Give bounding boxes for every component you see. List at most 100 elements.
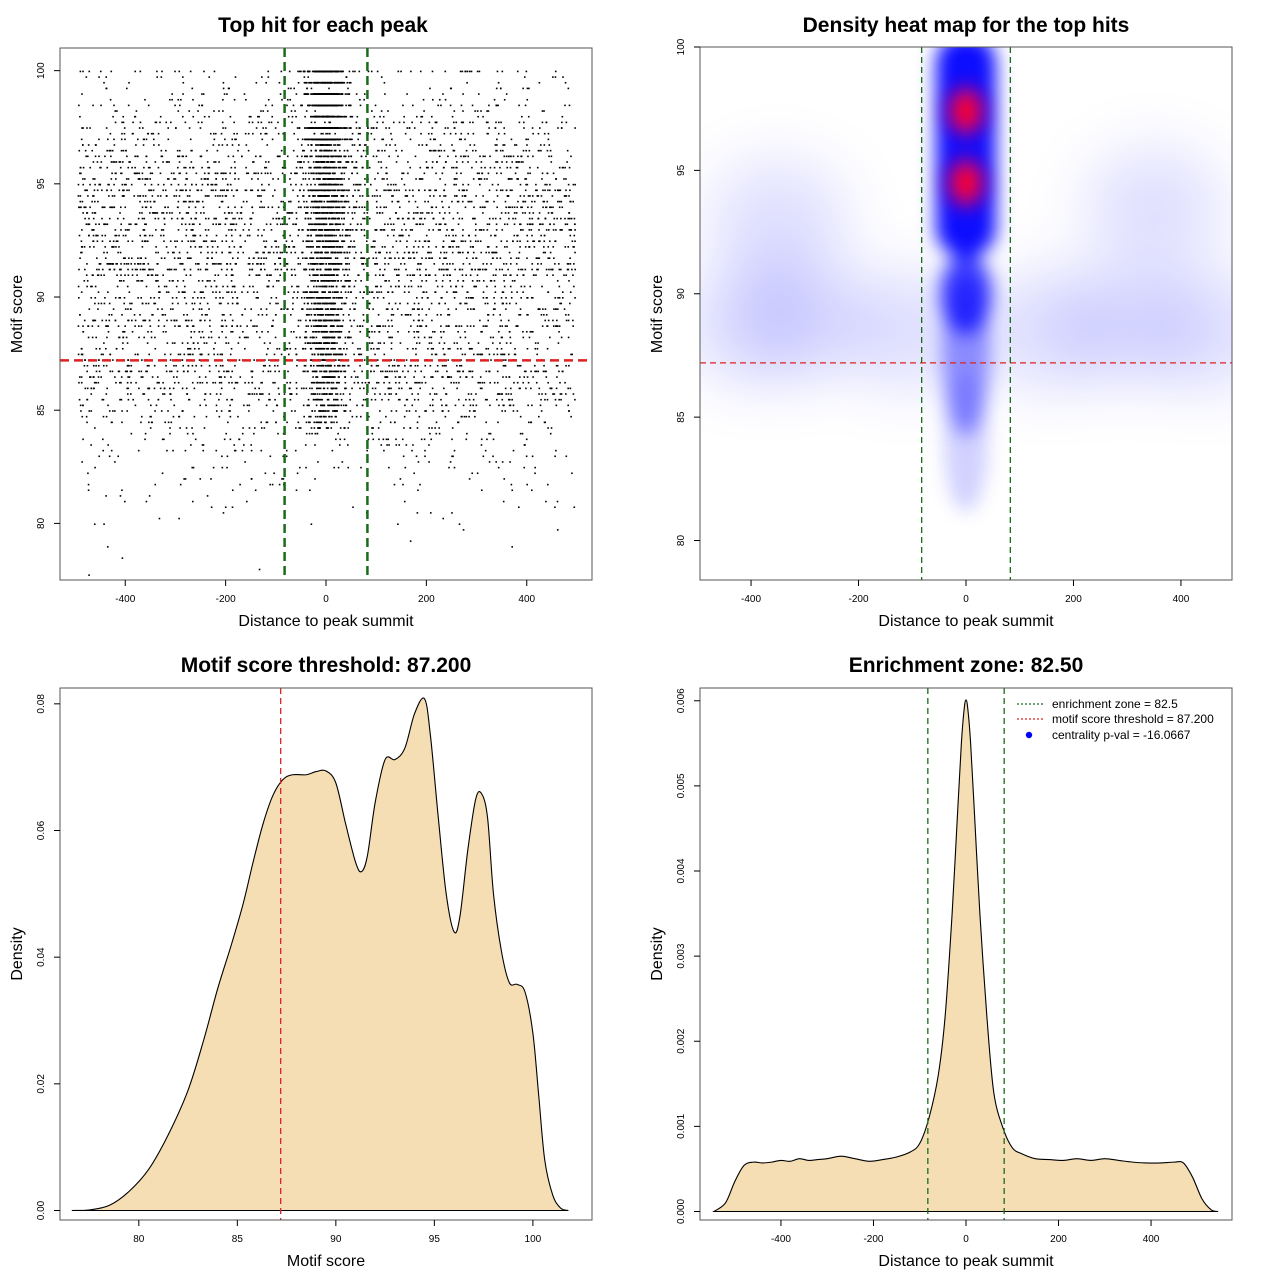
scatter-point bbox=[184, 121, 187, 124]
scatter-point bbox=[467, 393, 470, 395]
scatter-point bbox=[268, 398, 270, 401]
scatter-point bbox=[390, 410, 393, 412]
scatter-point bbox=[353, 381, 356, 384]
scatter-point bbox=[391, 195, 393, 197]
scatter-point bbox=[185, 155, 188, 158]
scatter-point bbox=[236, 297, 239, 299]
scatter-point bbox=[472, 404, 474, 407]
scatter-point bbox=[550, 161, 553, 163]
scatter-point bbox=[390, 189, 392, 192]
scatter-point bbox=[106, 336, 108, 339]
scatter-point bbox=[452, 166, 455, 169]
scatter-point bbox=[309, 336, 312, 339]
scatter-point bbox=[168, 280, 171, 282]
scatter-point bbox=[393, 370, 396, 373]
scatter-point bbox=[182, 200, 185, 203]
scatter-point bbox=[106, 263, 108, 265]
scatter-point bbox=[440, 268, 443, 271]
scatter-point bbox=[421, 115, 424, 118]
scatter-point bbox=[266, 144, 269, 146]
scatter-point bbox=[112, 359, 114, 361]
scatter-point bbox=[478, 183, 481, 186]
scatter-point bbox=[334, 251, 337, 254]
scatter-point bbox=[207, 178, 209, 180]
scatter-point bbox=[372, 240, 375, 243]
scatter-point bbox=[475, 393, 477, 395]
scatter-point bbox=[537, 263, 539, 265]
scatter-point bbox=[398, 444, 401, 446]
scatter-point bbox=[535, 257, 538, 260]
scatter-point bbox=[556, 200, 559, 203]
scatter-point bbox=[229, 251, 232, 254]
scatter-point bbox=[443, 353, 445, 356]
scatter-point bbox=[272, 410, 275, 412]
scatter-point bbox=[327, 132, 329, 135]
scatter-point bbox=[156, 212, 159, 214]
scatter-point bbox=[448, 466, 450, 469]
scatter-point bbox=[380, 110, 383, 112]
scatter-point bbox=[546, 149, 549, 152]
scatter-point bbox=[272, 178, 274, 180]
scatter-point bbox=[543, 200, 546, 203]
scatter-point bbox=[239, 325, 242, 327]
scatter-point bbox=[462, 529, 465, 531]
scatter-point bbox=[424, 217, 426, 220]
scatter-point bbox=[215, 263, 217, 265]
scatter-point bbox=[265, 240, 268, 243]
scatter-point bbox=[473, 144, 476, 146]
scatter-point bbox=[168, 212, 171, 214]
scatter-point bbox=[310, 87, 313, 90]
scatter-point bbox=[277, 178, 280, 180]
scatter-point bbox=[188, 195, 191, 197]
scatter-point bbox=[393, 268, 396, 271]
scatter-point bbox=[516, 274, 519, 276]
scatter-point bbox=[502, 353, 505, 356]
scatter-point bbox=[279, 223, 282, 226]
scatter-point bbox=[315, 268, 318, 271]
scatter-point bbox=[510, 393, 512, 395]
scatter-point bbox=[178, 195, 181, 197]
scatter-point bbox=[497, 81, 500, 84]
scatter-point bbox=[469, 347, 471, 350]
scatter-point bbox=[278, 483, 281, 486]
scatter-point bbox=[346, 229, 348, 231]
scatter-point bbox=[327, 410, 330, 412]
scatter-point bbox=[540, 234, 542, 237]
scatter-point bbox=[378, 251, 380, 254]
scatter-point bbox=[208, 166, 211, 169]
scatter-point bbox=[311, 257, 314, 260]
scatter-point bbox=[230, 330, 232, 333]
scatter-point bbox=[233, 121, 235, 124]
scatter-point bbox=[451, 229, 453, 231]
scatter-point bbox=[456, 200, 459, 203]
scatter-point bbox=[308, 297, 311, 299]
scatter-point bbox=[355, 251, 357, 254]
scatter-point bbox=[97, 308, 99, 310]
scatter-point bbox=[174, 104, 176, 107]
scatter-point bbox=[567, 314, 570, 316]
scatter-point bbox=[291, 115, 294, 118]
scatter-point bbox=[130, 381, 132, 384]
scatter-point bbox=[81, 461, 83, 463]
scatter-point bbox=[305, 212, 307, 214]
scatter-point bbox=[237, 342, 240, 344]
scatter-point bbox=[150, 274, 153, 276]
scatter-point bbox=[348, 127, 351, 129]
scatter-point bbox=[349, 308, 351, 310]
scatter-point bbox=[196, 263, 199, 265]
scatter-point bbox=[522, 200, 524, 203]
scatter-point bbox=[452, 234, 454, 237]
scatter-point bbox=[186, 432, 189, 435]
scatter-point bbox=[361, 325, 364, 327]
scatter-point bbox=[311, 432, 313, 435]
scatter-point bbox=[559, 189, 562, 192]
scatter-point bbox=[446, 229, 448, 231]
scatter-point bbox=[80, 291, 83, 293]
scatter-point bbox=[182, 410, 184, 412]
scatter-point bbox=[175, 297, 178, 299]
scatter-point bbox=[256, 297, 259, 299]
scatter-point bbox=[339, 438, 342, 441]
scatter-point bbox=[226, 398, 228, 401]
scatter-point bbox=[448, 314, 451, 316]
scatter-point bbox=[523, 466, 526, 469]
